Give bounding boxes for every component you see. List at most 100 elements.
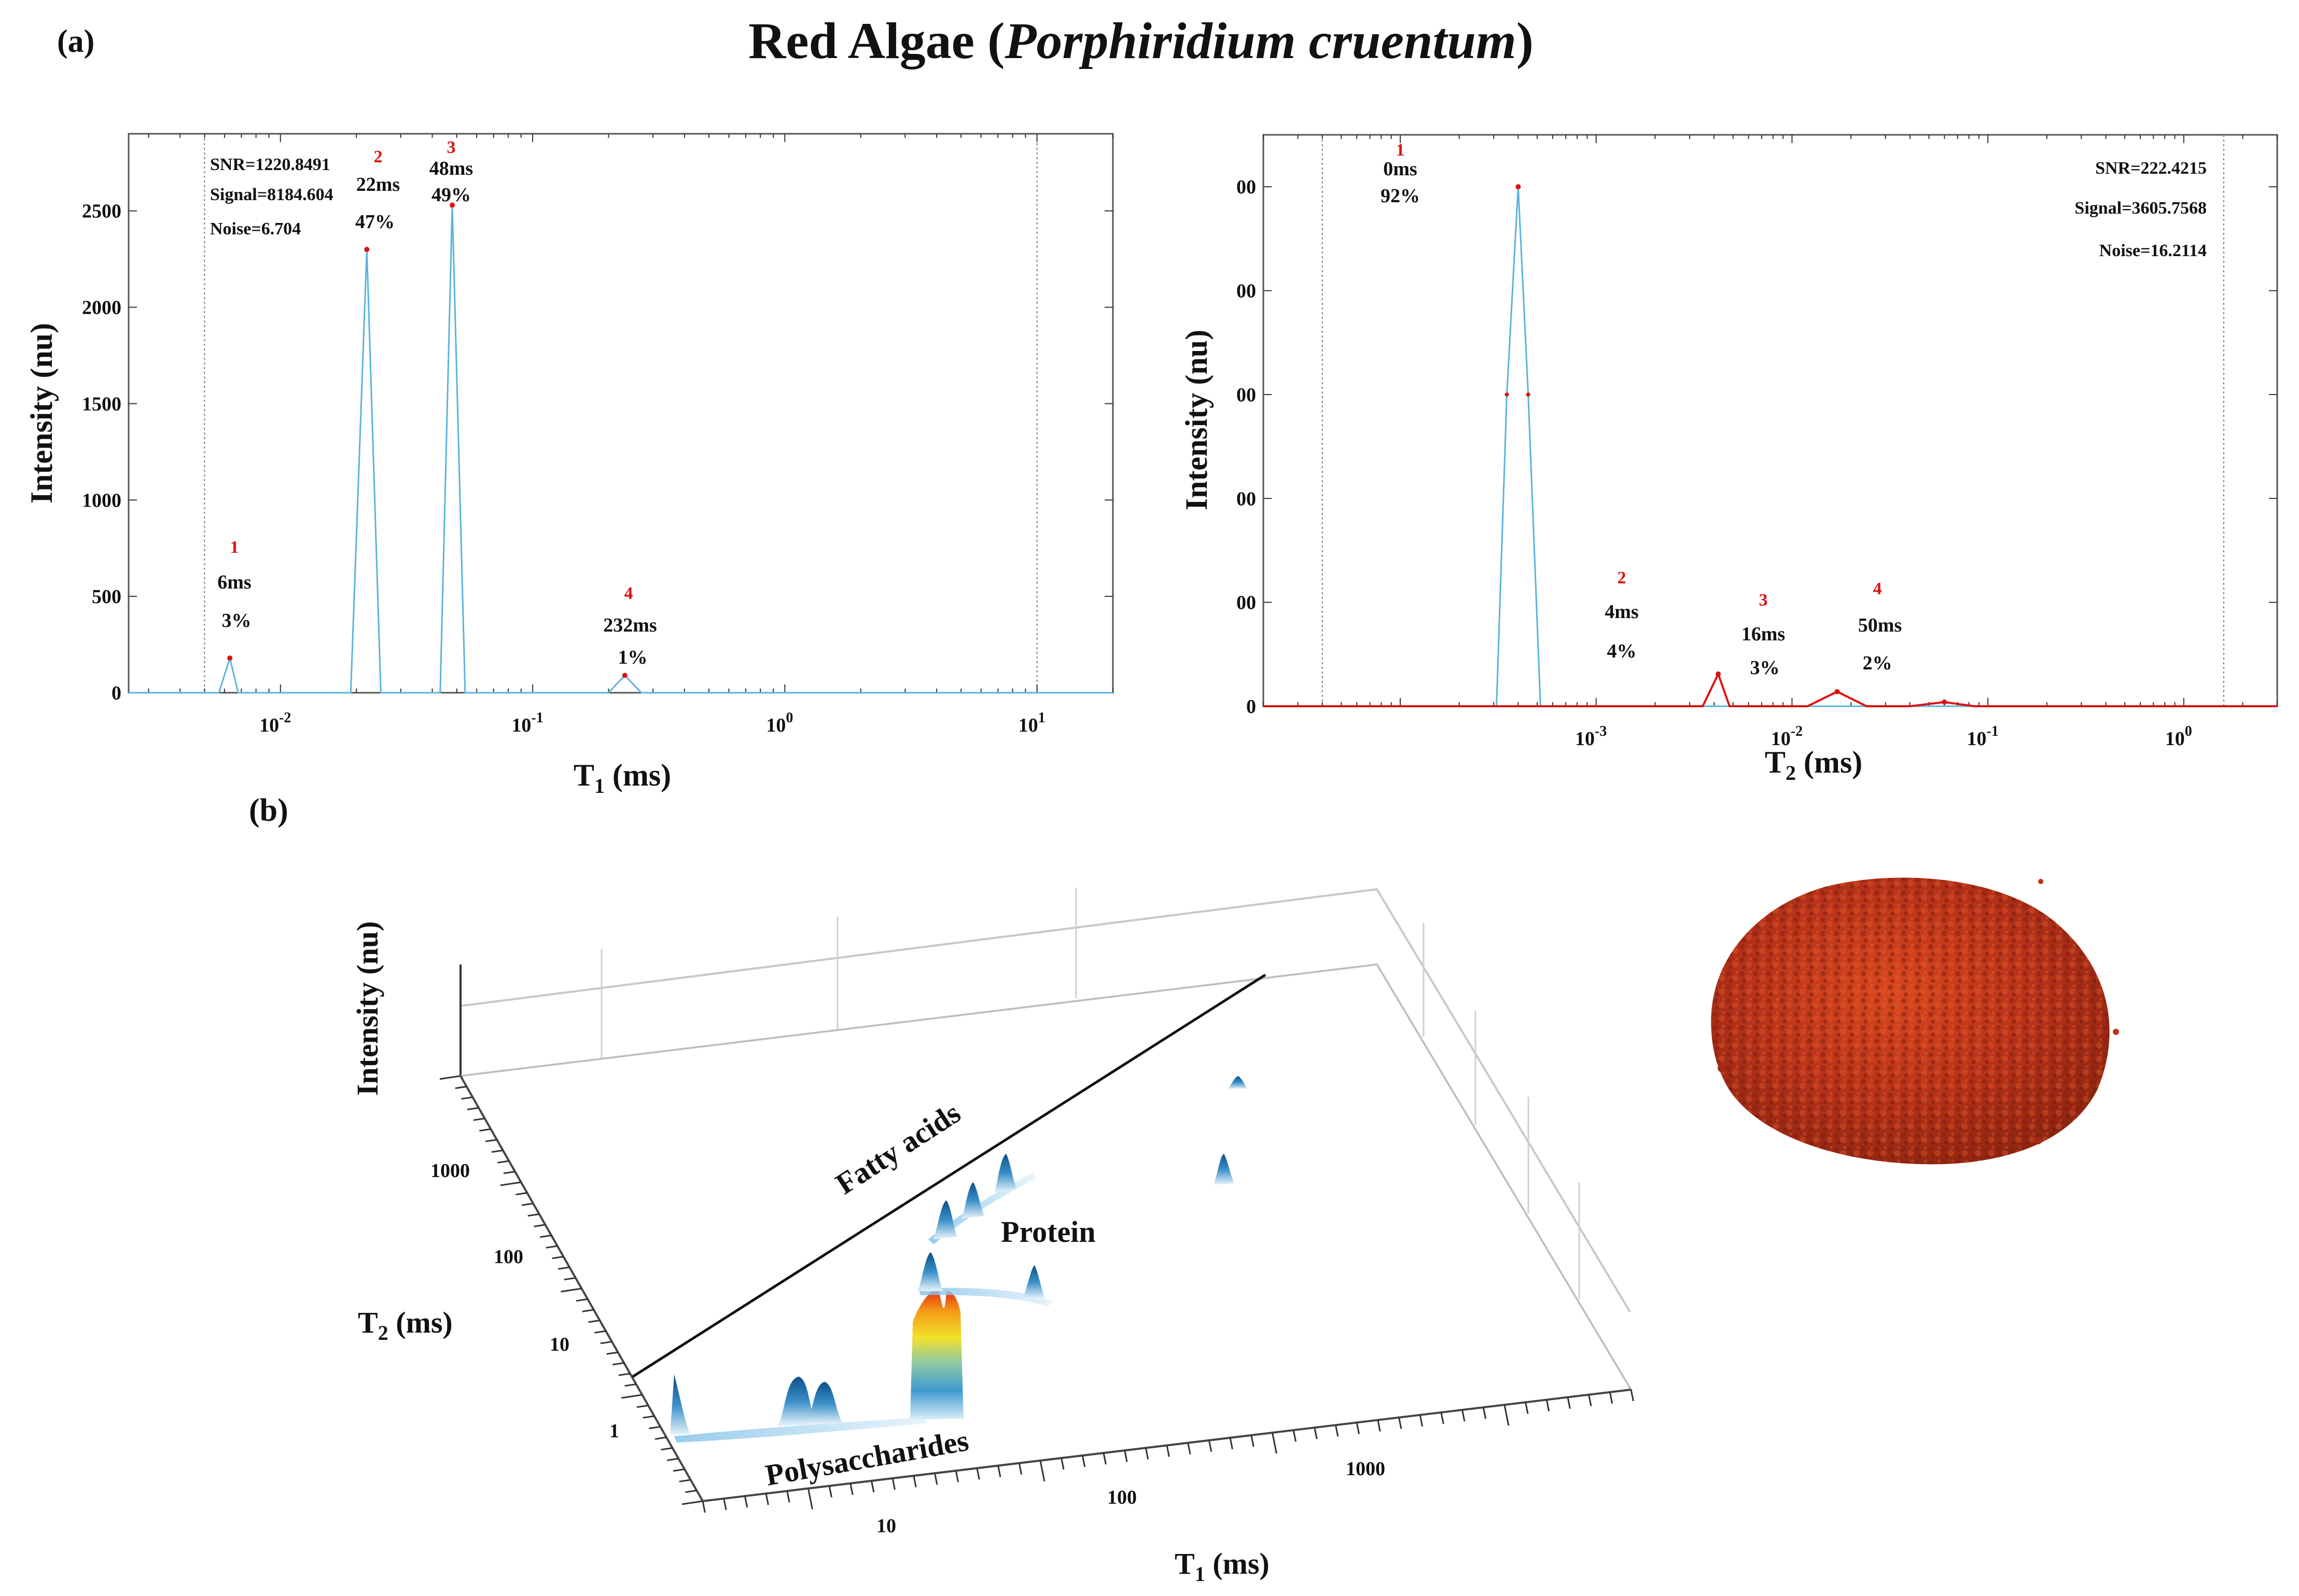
y-tick-label-2: 1000 bbox=[82, 489, 121, 511]
t1-floor-tick bbox=[1018, 1463, 1023, 1475]
peak-apex-3 bbox=[450, 202, 455, 208]
x-tick-label-2: 100 bbox=[766, 710, 793, 736]
t1-stat-snr: SNR=1220.8491 bbox=[210, 155, 330, 174]
3d-t1-tick-1000: 1000 bbox=[1346, 1458, 1385, 1480]
t1-floor-tick bbox=[1145, 1448, 1149, 1460]
x-tick-label-0: 10-3 bbox=[1575, 723, 1607, 750]
title-prefix: Red Algae ( bbox=[748, 12, 1005, 69]
polysaccharide-peak-1 bbox=[670, 1374, 690, 1435]
t2-peak-1-number: 1 bbox=[1396, 141, 1405, 160]
t1-floor-tick bbox=[1461, 1409, 1466, 1422]
x-tick-label-1: 10-1 bbox=[511, 710, 543, 736]
y-tick-label-3: 00 bbox=[1236, 384, 1256, 406]
t1-floor-tick bbox=[1250, 1435, 1255, 1447]
series-line-1 bbox=[1263, 671, 2277, 707]
t2-floor-tick bbox=[546, 1245, 558, 1249]
t1-peak-2-number: 2 bbox=[374, 147, 383, 166]
t1-peak-1-percent: 3% bbox=[222, 610, 252, 632]
fatty-acid-peak-3 bbox=[995, 1154, 1016, 1193]
t1-floor-tick bbox=[849, 1483, 854, 1495]
t2-floor-tick bbox=[503, 1171, 515, 1174]
t1-floor-tick bbox=[1503, 1405, 1510, 1426]
3d-floor-back-edge bbox=[460, 963, 1632, 1391]
3d-region-divider-line bbox=[632, 973, 1266, 1378]
3d-t2-tick-1: 1 bbox=[609, 1420, 619, 1442]
t2-floor-tick bbox=[485, 1139, 497, 1142]
protein-peak-2 bbox=[1023, 1265, 1045, 1299]
t1-peak-1-number: 1 bbox=[230, 538, 239, 557]
algae-grain bbox=[2038, 879, 2043, 884]
t2-floor-tick bbox=[679, 1479, 691, 1482]
t2-peak-4-number: 4 bbox=[1873, 579, 1882, 598]
t1-floor-tick bbox=[765, 1493, 769, 1505]
t2-floor-tick bbox=[527, 1213, 539, 1217]
t2-floor-tick bbox=[497, 1160, 509, 1164]
algae-grain bbox=[2113, 1029, 2119, 1035]
t1-floor-tick bbox=[1440, 1412, 1444, 1424]
title-suffix: ) bbox=[1516, 12, 1534, 69]
t2-stat-signal: Signal=3605.7568 bbox=[2074, 199, 2207, 218]
t2-floor-tick bbox=[612, 1362, 624, 1366]
figure-title: Red Algae (Porphiridium cruentum) bbox=[748, 12, 1534, 69]
region-label-fatty-acids: Fatty acids bbox=[830, 1096, 967, 1201]
3d-z-axis-label: Intensity (nu) bbox=[351, 921, 384, 1096]
t1-floor-tick bbox=[1229, 1437, 1233, 1450]
region-label-protein: Protein bbox=[1001, 1215, 1096, 1249]
peak-apex-4 bbox=[1942, 699, 1947, 705]
t1-floor-tick bbox=[997, 1465, 1001, 1477]
t1-floor-tick bbox=[1630, 1389, 1634, 1402]
t2-peak-3-time: 16ms bbox=[1741, 623, 1785, 645]
t1-floor-tick bbox=[1525, 1402, 1529, 1414]
t1-peak-2-time: 22ms bbox=[356, 174, 400, 195]
x-tick-label-3: 101 bbox=[1019, 710, 1046, 736]
t1-peak-3-time: 48ms bbox=[429, 158, 473, 179]
isolated-peak-2 bbox=[1228, 1076, 1247, 1089]
t1-floor-tick bbox=[1419, 1415, 1424, 1427]
t2-floor-tick bbox=[576, 1298, 588, 1302]
peak-apex-1 bbox=[227, 655, 233, 661]
t2-peak-2-percent: 4% bbox=[1607, 640, 1637, 662]
t1-peak-3-percent: 49% bbox=[431, 184, 471, 206]
3d-t1-tick-10: 10 bbox=[876, 1515, 896, 1537]
t2-floor-tick bbox=[479, 1128, 491, 1132]
t2-floor-tick bbox=[500, 1181, 521, 1186]
series-line-0 bbox=[129, 205, 1113, 694]
3d-back-wall-top-edge bbox=[460, 888, 1631, 1313]
t2-floor-tick bbox=[534, 1224, 546, 1227]
t1-floor-tick bbox=[1166, 1445, 1170, 1457]
t2-floor-tick bbox=[621, 1394, 643, 1399]
peak-apex-1 bbox=[1515, 184, 1521, 190]
t1-floor-tick bbox=[1208, 1440, 1213, 1452]
t2-peak-annotations: 1 0ms 92% 2 4ms 4% 3 16ms 3% 4 50ms 2% bbox=[1381, 141, 1902, 679]
t1-floor-tick bbox=[1061, 1458, 1065, 1470]
t1-peak-2-percent: 47% bbox=[355, 211, 395, 233]
y-tick-label-1: 500 bbox=[92, 586, 121, 608]
panel-b-label: (b) bbox=[249, 793, 288, 828]
polysaccharide-ridge bbox=[674, 1417, 928, 1443]
protein-ridge bbox=[918, 1287, 1053, 1307]
t1-floor-tick bbox=[1292, 1430, 1297, 1442]
t1-floor-tick bbox=[702, 1501, 706, 1513]
fatty-acid-ridge bbox=[928, 1173, 1036, 1244]
t1-floor-tick bbox=[1609, 1392, 1613, 1404]
t2-peak-3-percent: 3% bbox=[1750, 657, 1780, 679]
t2-peak-2-time: 4ms bbox=[1605, 601, 1638, 623]
t2-floor-tick bbox=[649, 1426, 661, 1430]
t2-floor-tick bbox=[588, 1320, 600, 1323]
t1-stat-signal: Signal=8184.604 bbox=[210, 185, 333, 204]
t1-peak-4-time: 232ms bbox=[603, 614, 657, 636]
t2-peak-1-percent: 92% bbox=[1381, 185, 1420, 207]
t2-floor-tick bbox=[667, 1458, 679, 1461]
3d-t1-axis-ticks bbox=[702, 1389, 1634, 1513]
3d-t1-tick-100: 100 bbox=[1107, 1487, 1137, 1508]
t1-floor-tick bbox=[1482, 1407, 1487, 1419]
t2-x-axis-label: T2 (ms) bbox=[1765, 745, 1862, 785]
t1-peak-3-number: 3 bbox=[447, 138, 456, 157]
t1-floor-tick bbox=[1124, 1450, 1128, 1462]
algae-powder-texture bbox=[1711, 877, 2110, 1165]
t1-x-axis-label: T1 (ms) bbox=[574, 758, 671, 797]
t2-floor-tick bbox=[439, 1075, 461, 1080]
t2-peak-4-percent: 2% bbox=[1863, 652, 1892, 674]
t1-floor-tick bbox=[1271, 1432, 1277, 1454]
t2-floor-tick bbox=[552, 1256, 564, 1259]
